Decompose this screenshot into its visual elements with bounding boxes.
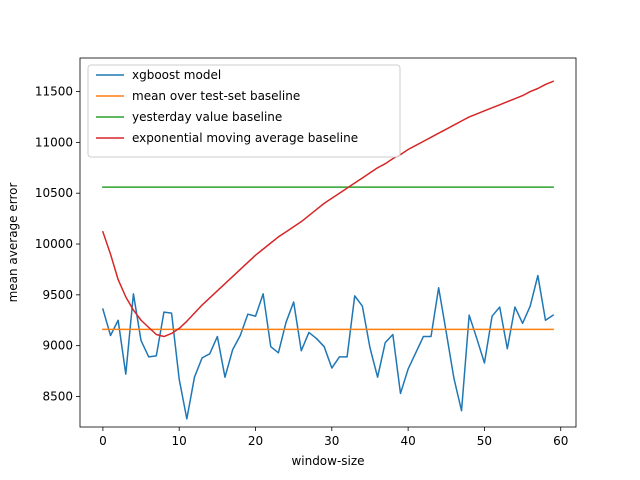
x-tick-label: 20: [248, 434, 263, 448]
y-tick-label: 11000: [35, 135, 73, 149]
x-axis-label: window-size: [291, 454, 364, 468]
x-tick-label: 40: [400, 434, 415, 448]
legend-entry: mean over test-set baseline: [132, 89, 300, 103]
y-tick-label: 10000: [35, 237, 73, 251]
x-tick-label: 60: [553, 434, 568, 448]
y-axis-ticks: 8500 9000 9500 10000 10500 11000 11500: [35, 85, 80, 404]
legend-entry: exponential moving average baseline: [132, 131, 358, 145]
y-tick-label: 10500: [35, 186, 73, 200]
x-tick-label: 10: [172, 434, 187, 448]
legend: xgboost model mean over test-set baseline…: [87, 64, 401, 158]
series-layer: [101, 80, 555, 420]
x-tick-label: 50: [477, 434, 492, 448]
legend-entry: yesterday value baseline: [132, 110, 282, 124]
axes-frame: [79, 57, 577, 428]
x-tick-label: 0: [99, 434, 107, 448]
y-tick-label: 9000: [42, 339, 73, 353]
y-tick-label: 8500: [42, 390, 73, 404]
y-axis-label: mean average error: [6, 183, 20, 303]
x-axis-ticks: 0 10 20 30 40 50 60: [99, 427, 568, 448]
series-line-1: [101, 274, 555, 420]
series-line-4: [101, 80, 555, 338]
legend-box: [87, 64, 401, 158]
y-tick-label: 11500: [35, 85, 73, 99]
y-tick-label: 9500: [42, 288, 73, 302]
x-tick-label: 30: [324, 434, 339, 448]
legend-entry: xgboost model: [132, 68, 221, 82]
